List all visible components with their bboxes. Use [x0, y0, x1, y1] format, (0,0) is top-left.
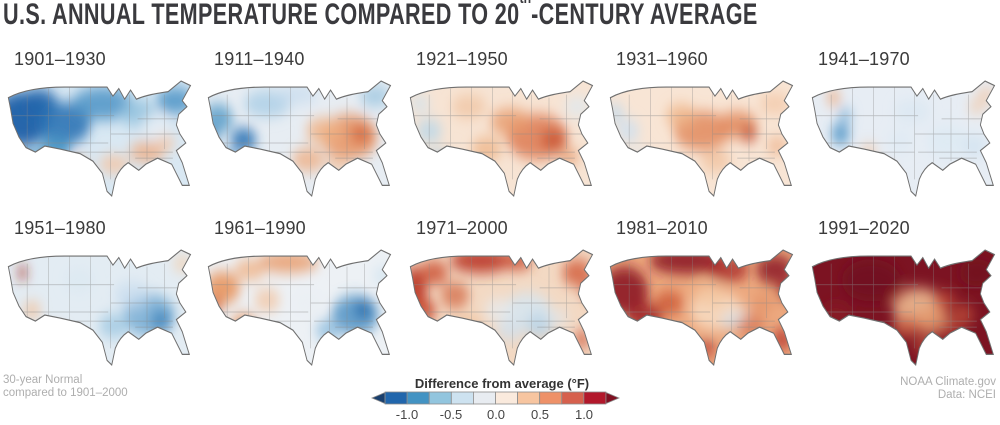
- credit-source: NOAA Climate.gov Data: NCEI: [900, 376, 996, 402]
- period-label: 1911–1940: [214, 49, 305, 69]
- map-panel-1971-2000: 1971–2000: [408, 217, 600, 371]
- us-anomaly-map-1901-1930: [7, 80, 192, 197]
- legend-title: Difference from average (°F): [414, 376, 590, 391]
- map-panel-1981-2010: 1981–2010: [608, 217, 800, 371]
- period-label: 1941–1970: [818, 49, 910, 69]
- period-label: 1971–2000: [416, 218, 508, 238]
- colorbar-tick: 0.5: [530, 407, 550, 422]
- period-label: 1951–1980: [14, 218, 106, 238]
- us-anomaly-map-1931-1960: [609, 80, 794, 197]
- us-anomaly-map-1951-1980: [7, 249, 192, 366]
- map-panel-1911-1940: 1911–1940: [206, 48, 398, 202]
- title-text-suffix: -CENTURY AVERAGE: [531, 0, 758, 31]
- colorbar-tick: 0.0: [486, 407, 506, 422]
- title-text: U.S. ANNUAL TEMPERATURE COMPARED TO 20: [3, 0, 520, 31]
- map-panel-1941-1970: 1941–1970: [810, 48, 1000, 202]
- us-anomaly-map-1971-2000: [409, 249, 594, 366]
- us-anomaly-map-1981-2010: [609, 249, 794, 366]
- colorbar-tick: 1.0: [574, 407, 594, 422]
- period-label: 1901–1930: [14, 49, 106, 69]
- colorbar-tick: -1.0: [395, 407, 419, 422]
- us-anomaly-map-1941-1970: [811, 80, 996, 197]
- us-anomaly-map-1961-1990: [207, 249, 392, 366]
- footnote-line: 30-year Normal: [3, 374, 83, 386]
- period-label: 1931–1960: [616, 49, 708, 69]
- title-superscript: th: [520, 0, 532, 7]
- us-anomaly-map-1991-2020: [811, 249, 996, 366]
- period-label: 1991–2020: [818, 218, 910, 238]
- footnote-line: compared to 1901–2000: [3, 387, 128, 399]
- period-label: 1981–2010: [616, 218, 708, 238]
- map-panel-1951-1980: 1951–1980: [6, 217, 198, 371]
- map-panel-1931-1960: 1931–1960: [608, 48, 800, 202]
- period-label: 1961–1990: [214, 218, 306, 238]
- us-anomaly-map-1911-1940: [207, 80, 392, 197]
- footnote-normals: 30-year Normal compared to 1901–2000: [3, 374, 128, 400]
- map-panel-1921-1950: 1921–1950: [408, 48, 600, 202]
- credit-line: Data: NCEI: [937, 389, 996, 401]
- map-panel-1991-2020: 1991–2020: [810, 217, 1000, 371]
- colorbar: [371, 391, 620, 405]
- period-label: 1921–1950: [416, 49, 508, 69]
- us-anomaly-map-1921-1950: [409, 80, 594, 197]
- credit-line: NOAA Climate.gov: [900, 376, 996, 388]
- map-panel-1961-1990: 1961–1990: [206, 217, 398, 371]
- page-title: U.S. ANNUAL TEMPERATURE COMPARED TO 20th…: [3, 0, 758, 32]
- map-panel-1901-1930: 1901–1930: [6, 48, 198, 202]
- colorbar-tick: -0.5: [439, 407, 463, 422]
